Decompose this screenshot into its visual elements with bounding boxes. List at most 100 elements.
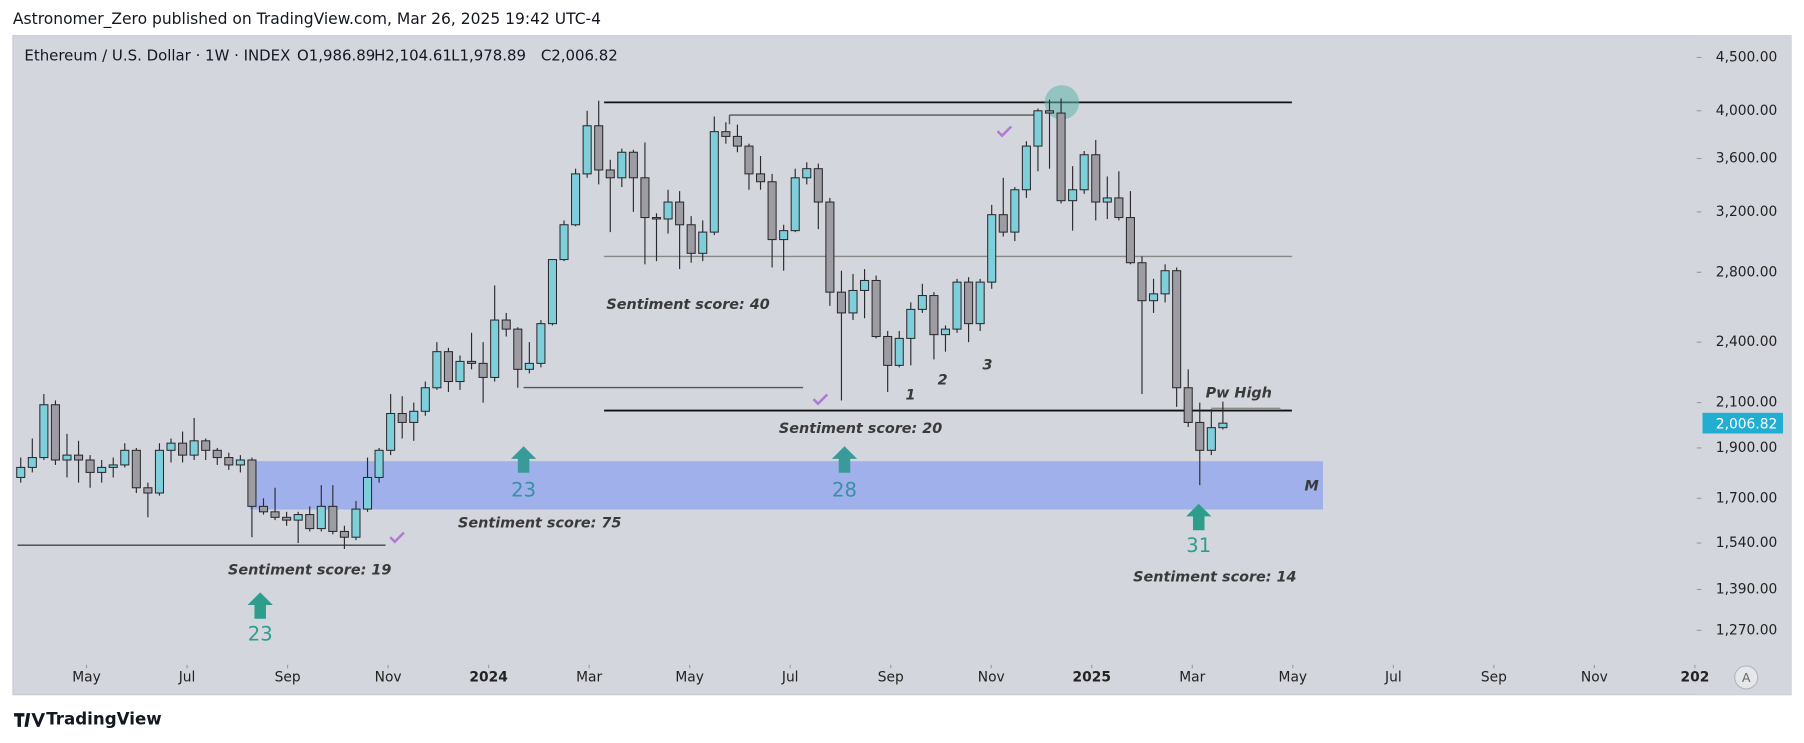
annotation: 2: [938, 373, 948, 389]
up-arrow: [831, 446, 858, 473]
y-tick-label: 4,500.00: [1716, 49, 1777, 65]
candle-body: [420, 387, 430, 412]
candle-body: [1033, 110, 1043, 147]
candle-body: [848, 289, 858, 314]
annotation: M: [1305, 479, 1319, 495]
candle-body: [108, 464, 118, 468]
x-tick-label: Jul: [178, 669, 196, 685]
candle-body: [582, 125, 592, 175]
candle-body: [97, 466, 107, 473]
candle-body: [547, 259, 558, 325]
axes: 4,500.00 4,000.00 3,600.00 3,200.00 2,800.00…: [72, 49, 1784, 685]
brand-logo: [14, 713, 46, 727]
marker-label: 23: [248, 622, 273, 645]
check-mark: [996, 125, 1013, 138]
y-tick-label: 3,200.00: [1716, 204, 1777, 220]
x-tick-label: Jul: [1384, 669, 1402, 685]
candle-body: [894, 337, 904, 366]
candle-body: [85, 459, 95, 473]
candle-body: [513, 328, 523, 370]
marker-label: 31: [1186, 534, 1211, 557]
candle-body: [1160, 270, 1170, 295]
y-tick-label: 1,700.00: [1716, 490, 1777, 506]
scale-button[interactable]: [1734, 665, 1759, 690]
candle-body: [27, 457, 37, 468]
candle-body: [409, 410, 419, 423]
candle-body: [120, 449, 130, 466]
x-tick-label: Sep: [878, 669, 904, 685]
candle-body: [998, 214, 1008, 233]
candles: [16, 98, 1228, 549]
candle-body: [1044, 110, 1055, 114]
candle-body: [906, 308, 916, 339]
candle-body: [524, 362, 534, 370]
x-tick-label: May: [72, 669, 101, 685]
y-tick-label: 4,000.00: [1716, 103, 1777, 119]
candle-body: [501, 319, 511, 330]
x-tick-label: 202: [1681, 669, 1710, 685]
annotation: Pw High: [1206, 385, 1272, 401]
last-price-label: 2,006.82: [1716, 416, 1777, 432]
candle-body: [709, 131, 719, 233]
candle-body: [1125, 217, 1135, 264]
candle-body: [1137, 262, 1147, 302]
candle-body: [732, 135, 742, 147]
last-price-tag: [1702, 412, 1784, 434]
x-tick-label: Sep: [275, 669, 301, 685]
ohlc-label: L1,978.89: [451, 46, 526, 64]
candle-body: [987, 214, 997, 283]
candle-body: [16, 466, 26, 478]
candle-body: [767, 181, 777, 241]
candle-body: [617, 151, 627, 179]
marker-label: 23: [511, 479, 536, 502]
candle-body: [825, 201, 835, 293]
candle-body: [594, 125, 604, 171]
x-tick-label: Sep: [1481, 669, 1507, 685]
up-arrow: [1186, 503, 1212, 531]
scale-button-label[interactable]: A: [1742, 670, 1751, 685]
candle-body: [166, 442, 176, 451]
check-mark: [389, 531, 405, 544]
candle-body: [559, 224, 569, 261]
annotation: 1: [905, 388, 915, 404]
candle-body: [779, 230, 789, 241]
candle-body: [802, 168, 812, 179]
candle-body: [1218, 422, 1228, 429]
candle-body: [571, 173, 581, 226]
overlay: Sentiment score: 40 Sentiment score: 20 Se…: [228, 297, 1319, 646]
y-tick-label: 1,900.00: [1716, 440, 1777, 456]
x-tick-label: May: [675, 669, 704, 685]
candle-body: [675, 201, 685, 226]
candle-body: [282, 516, 292, 521]
candle-body: [1021, 145, 1031, 191]
candle-body: [744, 145, 754, 175]
candle-body: [62, 454, 72, 461]
y-tick-label: 1,390.00: [1716, 581, 1777, 597]
candle-body: [698, 231, 708, 254]
candle-body: [467, 360, 477, 364]
y-tick-label: 2,400.00: [1716, 334, 1777, 350]
candle-body: [201, 440, 211, 451]
marker-label: 28: [832, 479, 857, 502]
candle-body: [975, 281, 985, 325]
candle-body: [386, 412, 396, 451]
y-tick-label: 1,540.00: [1716, 535, 1777, 551]
candle-body: [212, 449, 222, 459]
candle-body: [154, 449, 165, 494]
annotation: 3: [983, 358, 993, 374]
candle-body: [536, 323, 546, 364]
annotation: Sentiment score: 20: [779, 421, 942, 437]
candle-body: [755, 173, 766, 183]
candle-body: [1172, 270, 1182, 389]
candle-body: [328, 505, 338, 532]
candle-body: [721, 131, 731, 137]
candle-body: [247, 459, 257, 507]
ohlc-label: C2,006.82: [541, 46, 618, 64]
candle-body: [397, 412, 407, 423]
demand-zone: [249, 461, 1323, 510]
candle-body: [1068, 189, 1078, 202]
x-tick-label: Nov: [375, 669, 402, 685]
candle-body: [964, 281, 974, 325]
candle-body: [490, 319, 500, 378]
